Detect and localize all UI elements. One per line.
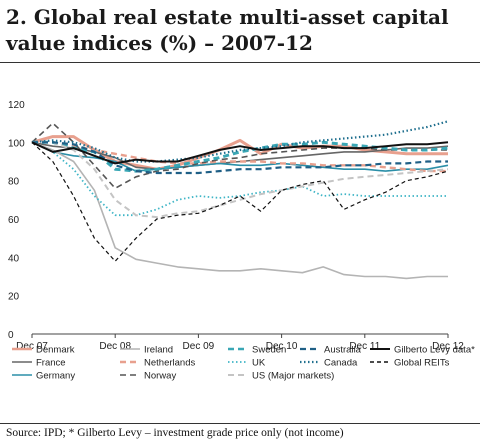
legend-label: Ireland [144, 345, 173, 356]
legend-label: Canada [324, 358, 358, 369]
legend-label: Germany [36, 371, 75, 382]
source-note: Source: IPD; * Gilberto Levy – investmen… [6, 427, 344, 439]
legend-label: Denmark [36, 345, 75, 356]
legend-label: France [36, 358, 66, 369]
y-tick-label: 20 [8, 292, 20, 303]
x-tick-label: Dec 12 [432, 341, 464, 352]
series-line-ireland [31, 141, 448, 280]
y-tick-label: 80 [8, 177, 20, 188]
y-tick-label: 60 [8, 215, 20, 226]
legend-label: Global REITs [394, 358, 450, 369]
x-tick-label: Dec 10 [266, 341, 298, 352]
legend-label: Gilberto Levy data* [394, 345, 475, 356]
series-line-uk [31, 141, 448, 217]
chart-legend: Denmark France Germany Ireland Netherlands No… [12, 345, 475, 382]
series-line-gilberto-levy-data [31, 141, 449, 165]
y-tick-label: 100 [8, 138, 25, 149]
x-tick-label: Dec 07 [16, 341, 48, 352]
series-line-us-major-markets [32, 141, 449, 219]
series-line-australia [32, 141, 448, 175]
series-line-canada [31, 120, 449, 163]
legend-label: UK [252, 358, 266, 369]
y-tick-label: 40 [8, 253, 20, 264]
x-tick-label: Dec 09 [183, 341, 215, 352]
y-tick-label: 120 [8, 100, 25, 111]
x-tick-label: Dec 08 [99, 341, 131, 352]
chart-title: 2. Global real estate multi-asset capita… [6, 5, 449, 55]
chart-axes: 0 20 40 60 80 100 120 Dec 07 Dec 08 Dec 09 Dec 10 D… [8, 100, 464, 352]
legend-label: US (Major markets) [252, 371, 334, 382]
title-rule [0, 62, 480, 63]
y-tick-label: 0 [8, 330, 14, 341]
legend-label: Netherlands [144, 358, 195, 369]
series-line-france [31, 141, 449, 170]
x-tick-label: Dec 11 [349, 341, 380, 352]
chart-lines [31, 120, 449, 280]
legend-label: Sweden [252, 345, 286, 356]
series-line-netherlands [32, 141, 448, 173]
source-rule [0, 423, 480, 424]
legend-label: Norway [144, 371, 176, 382]
legend-label: Australia [324, 345, 362, 356]
series-line-global-reits [31, 141, 449, 262]
